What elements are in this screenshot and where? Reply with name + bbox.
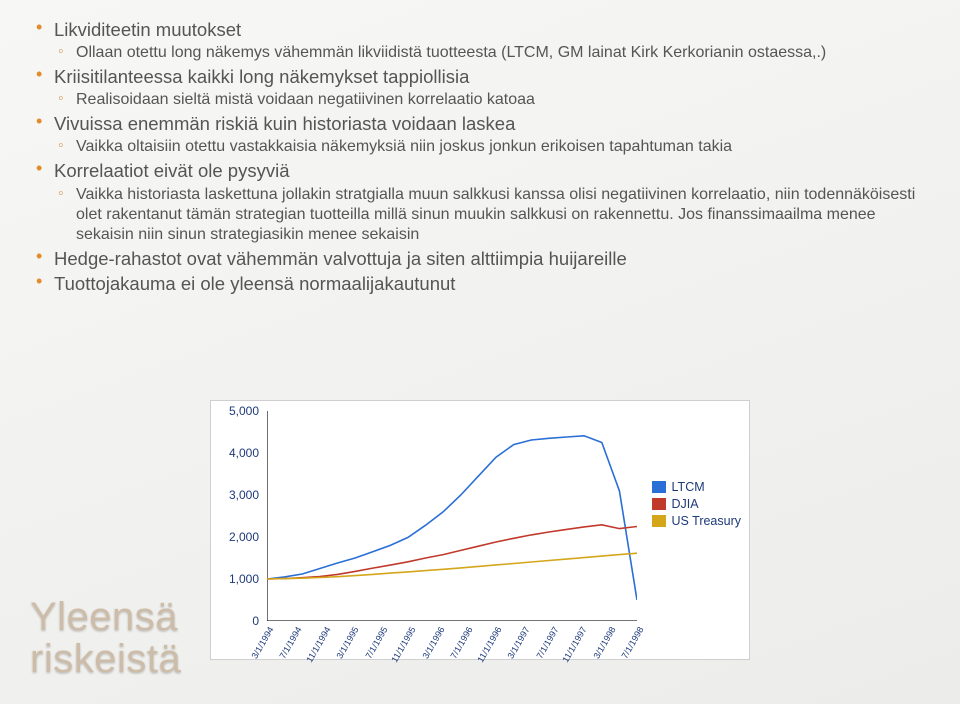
chart-legend: LTCM DJIA US Treasury <box>652 477 741 531</box>
legend-swatch <box>652 515 666 527</box>
list-item: Korrelaatiot eivät ole pysyviä Vaikka hi… <box>30 159 930 244</box>
title-line: Yleensä <box>30 596 181 638</box>
legend-label: US Treasury <box>672 514 741 528</box>
list-item: Vivuissa enemmän riskiä kuin historiasta… <box>30 112 930 157</box>
y-axis-labels: 01,0002,0003,0004,0005,000 <box>217 411 263 621</box>
bullet-text: Vaikka oltaisiin otettu vastakkaisia näk… <box>76 137 930 157</box>
legend-label: DJIA <box>672 497 699 511</box>
legend-item: US Treasury <box>652 514 741 528</box>
legend-item: DJIA <box>652 497 741 511</box>
bullet-text: Korrelaatiot eivät ole pysyviä <box>54 159 930 182</box>
x-axis-labels: 3/1/19947/1/199411/1/19943/1/19957/1/199… <box>267 625 637 659</box>
legend-swatch <box>652 481 666 493</box>
bullet-text: Vaikka historiasta laskettuna jollakin s… <box>76 185 930 245</box>
line-chart: 01,0002,0003,0004,0005,000 3/1/19947/1/1… <box>210 400 750 660</box>
list-item: Ollaan otettu long näkemys vähemmän likv… <box>54 43 930 63</box>
legend-item: LTCM <box>652 480 741 494</box>
list-item: Likviditeetin muutokset Ollaan otettu lo… <box>30 18 930 63</box>
bullet-list: Likviditeetin muutokset Ollaan otettu lo… <box>30 18 930 295</box>
list-item: Vaikka historiasta laskettuna jollakin s… <box>54 185 930 245</box>
bullet-text: Tuottojakauma ei ole yleensä normaalijak… <box>54 272 930 295</box>
bullet-text: Kriisitilanteessa kaikki long näkemykset… <box>54 65 930 88</box>
chart-svg <box>267 411 637 621</box>
bullet-text: Hedge-rahastot ovat vähemmän valvottuja … <box>54 247 930 270</box>
bullet-text: Ollaan otettu long näkemys vähemmän likv… <box>76 43 930 63</box>
slide-body: Likviditeetin muutokset Ollaan otettu lo… <box>0 0 960 295</box>
slide-title: Yleensä riskeistä <box>30 596 181 680</box>
bullet-text: Realisoidaan sieltä mistä voidaan negati… <box>76 90 930 110</box>
list-item: Tuottojakauma ei ole yleensä normaalijak… <box>30 272 930 295</box>
title-line: riskeistä <box>30 638 181 680</box>
legend-label: LTCM <box>672 480 705 494</box>
chart-plot-area <box>267 411 637 621</box>
list-item: Hedge-rahastot ovat vähemmän valvottuja … <box>30 247 930 270</box>
bullet-text: Vivuissa enemmän riskiä kuin historiasta… <box>54 112 930 135</box>
bullet-text: Likviditeetin muutokset <box>54 18 930 41</box>
legend-swatch <box>652 498 666 510</box>
list-item: Vaikka oltaisiin otettu vastakkaisia näk… <box>54 137 930 157</box>
list-item: Realisoidaan sieltä mistä voidaan negati… <box>54 90 930 110</box>
list-item: Kriisitilanteessa kaikki long näkemykset… <box>30 65 930 110</box>
